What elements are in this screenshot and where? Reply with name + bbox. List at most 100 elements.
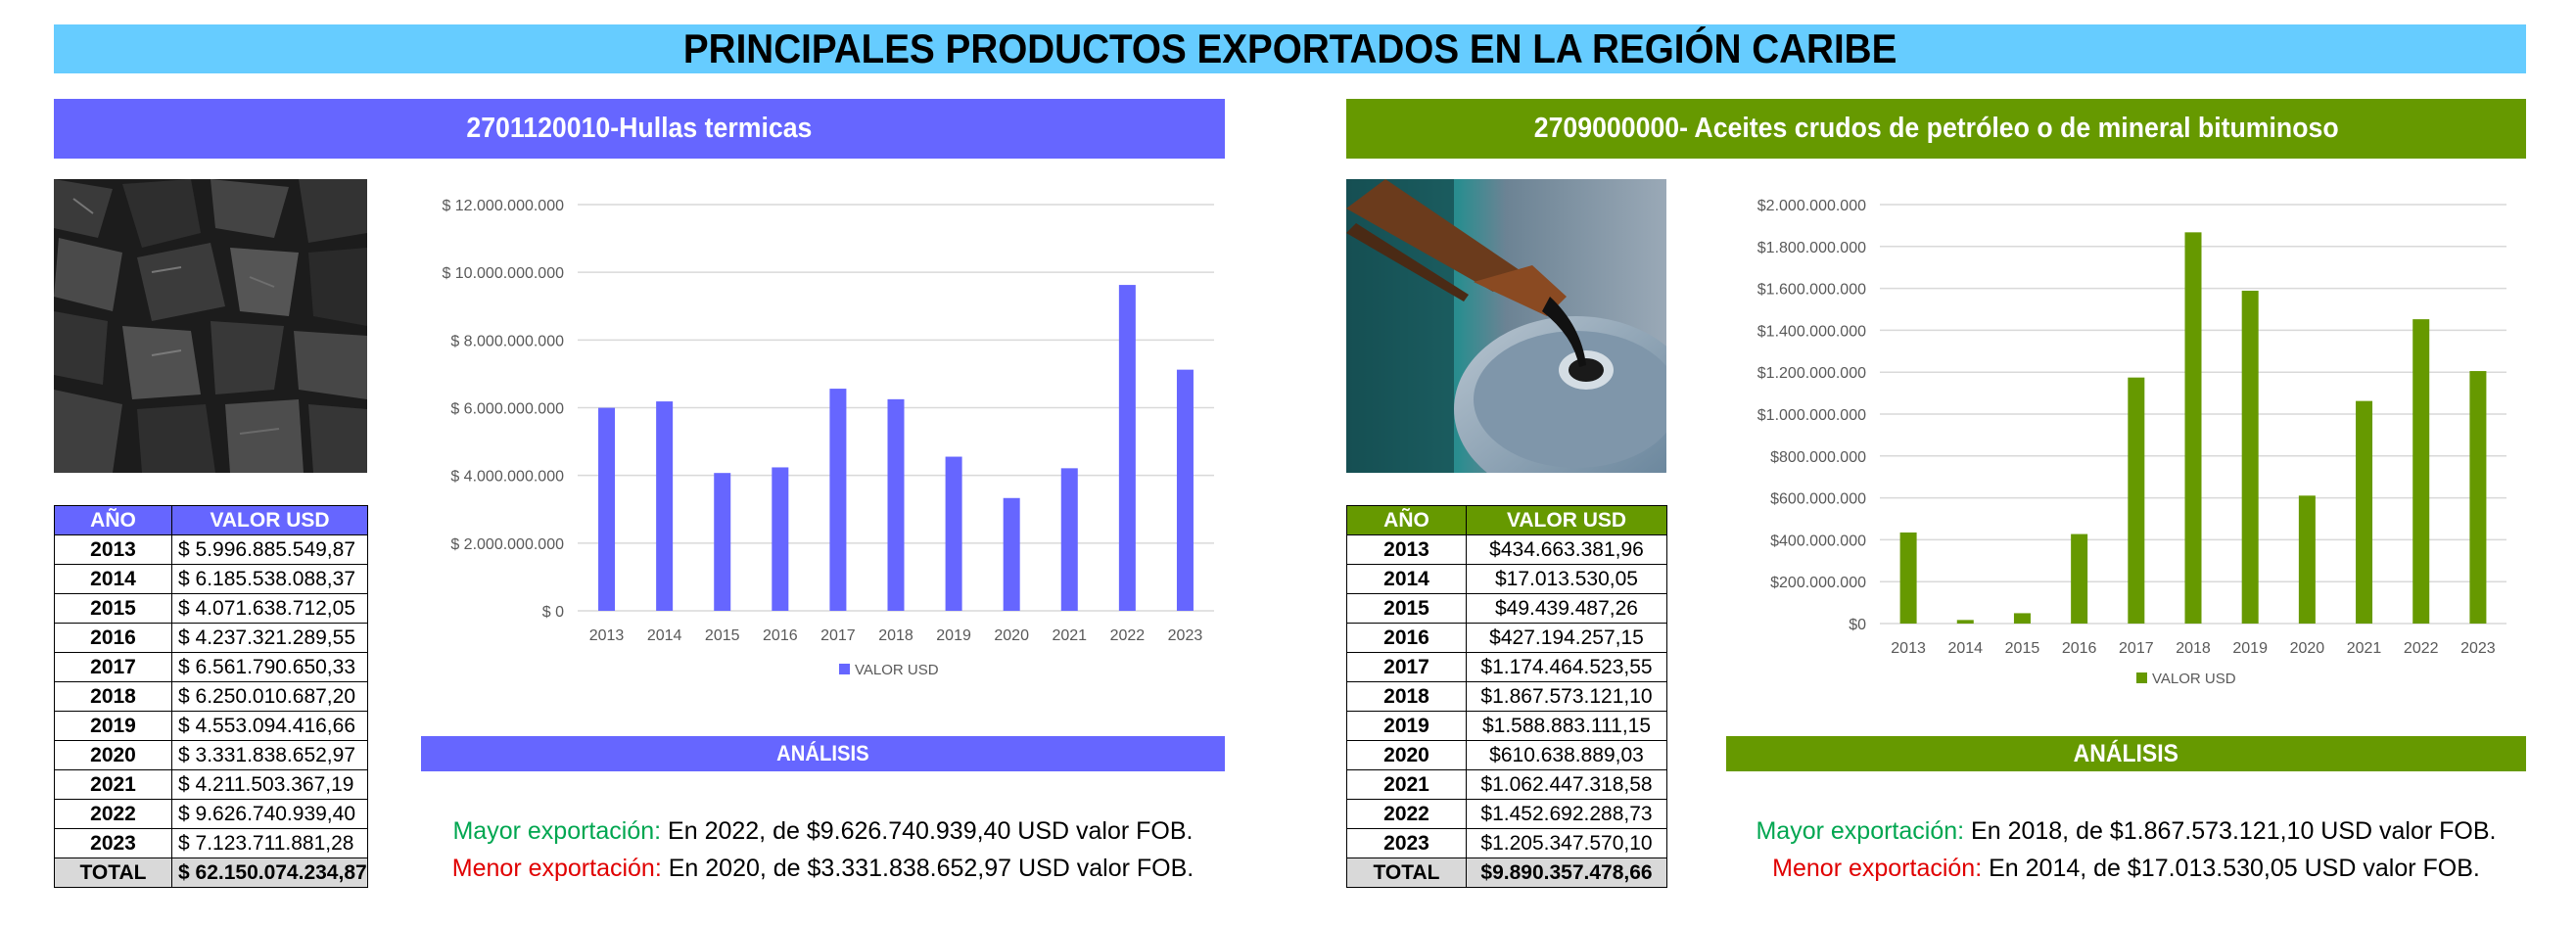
year-cell: 2017 (54, 652, 172, 682)
value-cell: $1.588.883.111,15 (1466, 711, 1667, 741)
legend-label: VALOR USD (855, 662, 939, 678)
y-tick-label: $ 6.000.000.000 (450, 401, 564, 418)
x-tick-label: 2022 (2404, 640, 2439, 657)
table-row: 2015 $49.439.487,26 (1346, 593, 1667, 624)
value-cell: $49.439.487,26 (1466, 593, 1667, 624)
value-cell: $ 4.211.503.367,19 (171, 769, 368, 800)
y-tick-label: $1.800.000.000 (1757, 240, 1866, 256)
value-cell: $ 7.123.711.881,28 (171, 828, 368, 858)
x-tick-label: 2015 (705, 627, 740, 644)
table-row: 2013 $434.663.381,96 (1346, 534, 1667, 565)
y-tick-label: $1.400.000.000 (1757, 323, 1866, 340)
x-tick-label: 2014 (647, 627, 682, 644)
x-tick-label: 2021 (2347, 640, 2382, 657)
max-text: En 2022, de $9.626.740.939,40 USD valor … (661, 817, 1194, 845)
y-tick-label: $1.600.000.000 (1757, 282, 1866, 299)
year-cell: 2020 (1346, 740, 1467, 770)
total-value: $9.890.357.478,66 (1466, 857, 1667, 888)
value-cell: $434.663.381,96 (1466, 534, 1667, 565)
y-tick-label: $ 2.000.000.000 (450, 536, 564, 553)
value-cell: $ 4.237.321.289,55 (171, 623, 368, 653)
y-tick-label: $ 12.000.000.000 (442, 198, 564, 214)
x-tick-label: 2023 (1168, 627, 1203, 644)
value-cell: $1.062.447.318,58 (1466, 769, 1667, 800)
left-analysis: Mayor exportación: En 2022, de $9.626.74… (421, 812, 1225, 887)
bar-2021 (1060, 468, 1078, 611)
left-data-table: AÑO VALOR USD 2013 $ 5.996.885.549,87 201… (54, 505, 368, 888)
legend-swatch (839, 664, 850, 674)
total-label: TOTAL (54, 857, 172, 888)
min-label: Menor exportación: (451, 855, 662, 882)
y-tick-label: $0 (1849, 617, 1866, 633)
left-product-header-text: 2701120010-Hullas termicas (466, 113, 813, 144)
year-cell: 2021 (1346, 769, 1467, 800)
year-cell: 2013 (1346, 534, 1467, 565)
year-cell: 2023 (54, 828, 172, 858)
value-cell: $17.013.530,05 (1466, 564, 1667, 594)
min-label: Menor exportación: (1772, 855, 1983, 882)
left-min-line: Menor exportación: En 2020, de $3.331.83… (421, 850, 1225, 887)
legend-swatch (2136, 672, 2147, 683)
year-cell: 2013 (54, 534, 172, 565)
y-tick-label: $ 10.000.000.000 (442, 265, 564, 282)
bar-2018 (2184, 232, 2202, 624)
table-row: 2020 $ 3.331.838.652,97 (54, 740, 368, 770)
x-tick-label: 2020 (994, 627, 1029, 644)
x-tick-label: 2013 (1891, 640, 1926, 657)
value-cell: $ 5.996.885.549,87 (171, 534, 368, 565)
bar-2014 (656, 401, 674, 611)
table-row: 2017 $ 6.561.790.650,33 (54, 652, 368, 682)
total-row: TOTAL $9.890.357.478,66 (1346, 857, 1667, 888)
y-tick-label: $400.000.000 (1770, 533, 1866, 549)
bar-2013 (598, 407, 616, 611)
right-analysis-header: ANÁLISIS (1726, 736, 2526, 771)
bar-2016 (772, 467, 789, 611)
table-row: 2022 $1.452.692.288,73 (1346, 799, 1667, 829)
bar-2020 (2298, 495, 2316, 624)
bar-2015 (2013, 613, 2031, 624)
y-tick-label: $800.000.000 (1770, 449, 1866, 466)
x-tick-label: 2016 (763, 627, 798, 644)
bar-2019 (2241, 290, 2259, 624)
value-cell: $ 4.071.638.712,05 (171, 593, 368, 624)
table-row: 2017 $1.174.464.523,55 (1346, 652, 1667, 682)
right-data-table: AÑO VALOR USD 2013 $434.663.381,96 2014 $1… (1346, 505, 1667, 888)
table-row: 2023 $1.205.347.570,10 (1346, 828, 1667, 858)
col-value-header: VALOR USD (1466, 505, 1667, 535)
year-cell: 2018 (54, 681, 172, 712)
bar-2021 (2356, 400, 2373, 624)
y-tick-label: $2.000.000.000 (1757, 198, 1866, 214)
year-cell: 2022 (54, 799, 172, 829)
left-analysis-title: ANÁLISIS (776, 741, 869, 765)
bar-2013 (1899, 532, 1917, 624)
x-tick-label: 2023 (2460, 640, 2496, 657)
right-product-header-text: 2709000000- Aceites crudos de petróleo o… (1533, 113, 2339, 144)
table-row: 2019 $1.588.883.111,15 (1346, 711, 1667, 741)
bar-2016 (2071, 533, 2088, 624)
year-cell: 2022 (1346, 799, 1467, 829)
value-cell: $ 6.561.790.650,33 (171, 652, 368, 682)
table-row: 2013 $ 5.996.885.549,87 (54, 534, 368, 565)
x-tick-label: 2021 (1052, 627, 1087, 644)
min-text: En 2014, de $17.013.530,05 USD valor FOB… (1982, 855, 2480, 882)
value-cell: $ 4.553.094.416,66 (171, 711, 368, 741)
y-tick-label: $600.000.000 (1770, 491, 1866, 508)
year-cell: 2016 (1346, 623, 1467, 653)
table-row: 2022 $ 9.626.740.939,40 (54, 799, 368, 829)
year-cell: 2021 (54, 769, 172, 800)
x-tick-label: 2019 (936, 627, 971, 644)
bar-2014 (1956, 620, 1974, 624)
table-row: 2021 $1.062.447.318,58 (1346, 769, 1667, 800)
bar-2019 (945, 456, 962, 611)
col-year-header: AÑO (1346, 505, 1467, 535)
table-header-row: AÑO VALOR USD (1346, 505, 1667, 535)
max-label: Mayor exportación: (1756, 817, 1965, 845)
legend-label: VALOR USD (2152, 671, 2236, 687)
left-max-line: Mayor exportación: En 2022, de $9.626.74… (421, 812, 1225, 850)
year-cell: 2015 (1346, 593, 1467, 624)
bar-2022 (1118, 285, 1136, 611)
y-tick-label: $ 4.000.000.000 (450, 469, 564, 486)
value-cell: $ 6.185.538.088,37 (171, 564, 368, 594)
bar-2015 (714, 473, 731, 611)
max-text: En 2018, de $1.867.573.121,10 USD valor … (1964, 817, 2497, 845)
